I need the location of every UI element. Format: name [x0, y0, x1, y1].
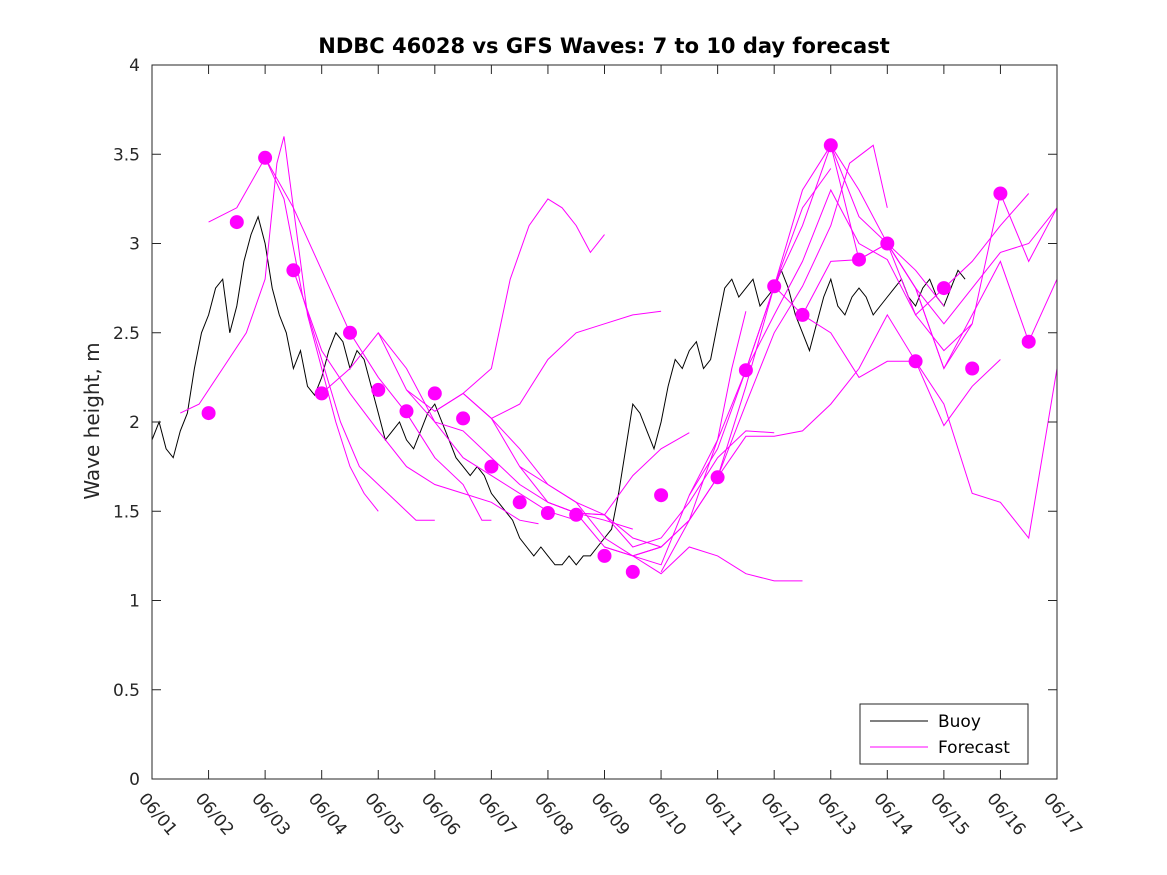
- forecast-line-14: [604, 168, 832, 566]
- forecast-marker-24: [880, 236, 895, 251]
- forecast-marker-16: [625, 564, 640, 579]
- forecast-line-12: [547, 430, 775, 548]
- forecast-marker-15: [597, 548, 612, 563]
- forecast-marker-13: [540, 506, 555, 520]
- forecast-line-8: [434, 198, 605, 412]
- forecast-marker-6: [343, 325, 357, 340]
- forecast-marker-28: [993, 186, 1008, 201]
- forecast-marker-19: [738, 363, 753, 378]
- y-tick-label: 3.5: [113, 145, 140, 165]
- y-tick-label: 0: [129, 770, 140, 790]
- forecast-marker-5: [314, 386, 329, 401]
- forecast-line-1: [180, 136, 379, 512]
- forecast-marker-29: [1021, 334, 1036, 349]
- forecast-marker-17: [654, 488, 669, 503]
- y-tick-label: 1.5: [113, 502, 140, 522]
- forecast-line-5: [321, 331, 577, 521]
- forecast-line-18: [717, 313, 1001, 478]
- forecast-marker-27: [965, 361, 980, 376]
- y-axis-label: Wave height, m: [80, 342, 104, 499]
- plot-area: [152, 136, 1057, 582]
- forecast-marker-20: [767, 279, 782, 294]
- y-tick-label: 2.5: [113, 324, 140, 344]
- forecast-marker-3: [258, 150, 273, 165]
- buoy-line: [152, 215, 966, 566]
- forecast-marker-1: [201, 406, 216, 421]
- y-tick-label: 1: [129, 592, 140, 612]
- forecast-marker-2: [229, 215, 244, 230]
- forecast-marker-8: [399, 404, 414, 419]
- forecast-line-21: [802, 314, 1057, 540]
- forecast-marker-11: [484, 459, 499, 474]
- forecast-line-2: [208, 156, 435, 521]
- forecast-line-16: [660, 144, 945, 573]
- legend-label-buoy: Buoy: [938, 712, 981, 732]
- forecast-marker-9: [427, 386, 442, 401]
- forecast-marker-23: [852, 252, 866, 267]
- forecast-line-9: [462, 310, 662, 419]
- forecast-line-17: [688, 188, 973, 496]
- y-tick-label: 4: [129, 56, 140, 76]
- y-tick-label: 0.5: [113, 681, 140, 701]
- forecast-marker-25: [908, 354, 923, 369]
- y-tick-label: 2: [129, 413, 140, 433]
- forecast-marker-10: [456, 411, 471, 426]
- legend-box: [859, 703, 1029, 765]
- forecast-line-4: [292, 270, 539, 525]
- forecast-line-15: [632, 144, 888, 557]
- chart-title: NDBC 46028 vs GFS Waves: 7 to 10 day for…: [318, 34, 889, 58]
- forecast-line-3: [264, 157, 492, 521]
- forecast-marker-26: [936, 281, 951, 296]
- forecast-marker-4: [286, 263, 301, 278]
- forecast-marker-18: [710, 470, 725, 485]
- legend-label-forecast: Forecast: [938, 738, 1010, 758]
- forecast-marker-22: [823, 138, 838, 153]
- forecast-marker-14: [569, 507, 584, 522]
- y-tick-label: 3: [129, 235, 140, 255]
- forecast-marker-12: [512, 495, 527, 510]
- forecast-marker-21: [795, 307, 810, 322]
- legend: Buoy Forecast: [859, 703, 1029, 765]
- forecast-line-6: [377, 332, 633, 530]
- forecast-marker-7: [371, 382, 386, 397]
